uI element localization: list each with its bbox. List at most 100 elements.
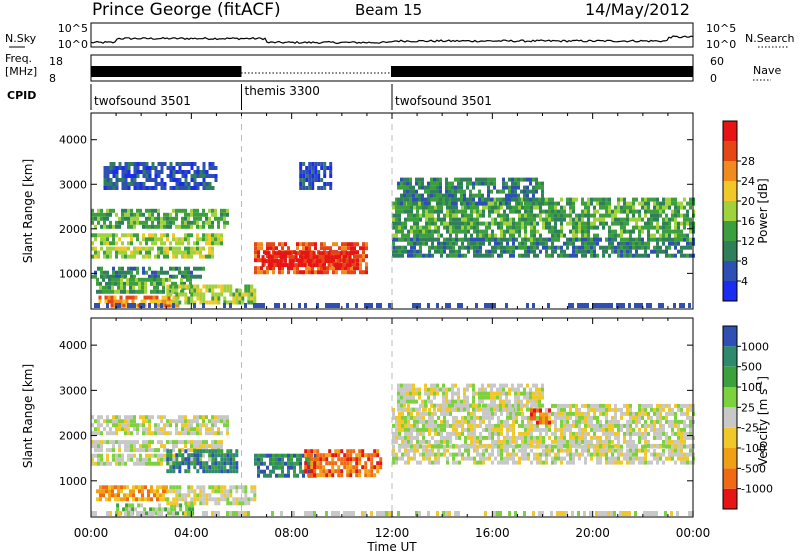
- freq-band-1: [91, 66, 242, 77]
- cpid-segments: twofsound 3501 themis 3300 twofsound 3501: [90, 84, 492, 110]
- velocity-ground-scatter: [91, 511, 694, 516]
- velocity-colorbar-label-end: ]: [756, 376, 770, 381]
- velocity-colorbar-swatch-5: [723, 387, 737, 408]
- power-colorbar-swatch-5: [723, 181, 737, 201]
- velocity-ytick-2: 3000: [59, 384, 87, 397]
- cpid-segment-label-2: twofsound 3501: [395, 94, 492, 108]
- velocity-colorbar-tick-6: 500: [741, 361, 762, 374]
- velocity-echo-region-4: [96, 485, 168, 502]
- power-colorbar-swatch-4: [723, 201, 737, 221]
- power-colorbar-tick-6: 28: [741, 155, 755, 168]
- power-ytick-3: 4000: [59, 134, 87, 147]
- beam-title: Beam 15: [355, 1, 422, 19]
- velocity-colorbar-swatch-1: [723, 468, 737, 489]
- velocity-axes: 1000 2000 3000 4000: [59, 318, 694, 517]
- velocity-colorbar-tick-2: -100: [741, 442, 766, 455]
- power-heatmap: [91, 162, 695, 308]
- nave-tick-bottom: 0: [710, 72, 717, 85]
- velocity-colorbar-tick-7: 1000: [741, 340, 769, 353]
- velocity-colorbar-swatch-0: [723, 488, 737, 509]
- power-echo-region-2: [91, 246, 214, 259]
- cpid-label: CPID: [7, 89, 36, 102]
- velocity-echo-region-3: [166, 449, 239, 474]
- power-colorbar-tick-0: 4: [741, 275, 748, 288]
- cpid-segment-label-1: themis 3300: [245, 84, 320, 98]
- freq-label-1: Freq.: [5, 52, 32, 65]
- velocity-colorbar-swatch-4: [723, 407, 737, 428]
- nsearch-label: N.Search: [745, 32, 795, 45]
- nsky-tick-bottom: 10^0: [58, 38, 88, 51]
- velocity-colorbar-label: Velocity [m s-1]: [755, 376, 770, 466]
- power-colorbar-swatch-7: [723, 141, 737, 161]
- x-tick-label-1: 04:00: [174, 526, 209, 540]
- velocity-colorbar-swatch-6: [723, 366, 737, 387]
- power-colorbar-swatch-0: [723, 281, 737, 301]
- velocity-ytick-0: 1000: [59, 475, 87, 488]
- nsky-trace: [90, 35, 694, 45]
- x-tick-label-3: 12:00: [375, 526, 410, 540]
- power-echo-region-1: [91, 233, 223, 246]
- power-colorbar-swatch-1: [723, 261, 737, 281]
- power-colorbar-swatch-2: [723, 241, 737, 261]
- velocity-colorbar-swatch-3: [723, 427, 737, 448]
- velocity-heatmap: [91, 383, 695, 516]
- nsearch-tick-top: 10^5: [706, 22, 736, 35]
- freq-label-2: [MHz]: [5, 65, 37, 78]
- nsky-tick-top: 10^5: [58, 22, 88, 35]
- nsearch-tick-bottom: 10^0: [706, 38, 736, 51]
- x-axis-label: Time UT: [366, 540, 417, 554]
- power-panel-frame: [90, 112, 694, 310]
- velocity-colorbar-tick-4: 25: [741, 401, 755, 414]
- nsky-strip-frame: [90, 22, 694, 48]
- x-tick-label-4: 16:00: [475, 526, 510, 540]
- power-echo-region-0: [91, 208, 229, 229]
- power-ytick-0: 1000: [59, 267, 87, 280]
- power-colorbar-tick-5: 24: [741, 175, 755, 188]
- power-ylabel: Slant Range [km]: [21, 159, 35, 263]
- nave-label: Nave: [753, 64, 781, 77]
- velocity-ylabel: Slant Range [km]: [21, 364, 35, 468]
- velocity-colorbar-tick-1: -500: [741, 462, 766, 475]
- velocity-echo-region-6: [166, 485, 257, 506]
- nave-tick-top: 60: [710, 55, 724, 68]
- nsky-label: N.Sky: [5, 32, 37, 45]
- velocity-ytick-3: 4000: [59, 339, 87, 352]
- freq-tick-top: 18: [49, 55, 63, 68]
- x-tick-label-5: 20:00: [575, 526, 610, 540]
- velocity-echo-region-0: [91, 415, 229, 436]
- power-echo-region-13: [103, 162, 218, 190]
- x-tick-label-6: 00:00: [676, 526, 711, 540]
- velocity-panel-frame: [90, 317, 694, 518]
- velocity-colorbar-swatch-8: [723, 326, 737, 347]
- power-colorbar-tick-1: 8: [741, 255, 748, 268]
- power-colorbar-swatch-8: [723, 121, 737, 141]
- velocity-colorbar-label-sup: -1: [755, 381, 764, 389]
- power-echo-region-10: [392, 237, 695, 258]
- velocity-ytick-1: 2000: [59, 430, 87, 443]
- station-title: Prince George (fitACF): [92, 0, 281, 20]
- power-colorbar-tick-2: 12: [741, 235, 755, 248]
- x-tick-label-2: 08:00: [274, 526, 309, 540]
- power-colorbar-tick-4: 20: [741, 195, 755, 208]
- power-colorbar-swatch-3: [723, 221, 737, 241]
- power-colorbar-tick-3: 16: [741, 215, 755, 228]
- power-echo-region-3: [91, 266, 205, 279]
- power-ytick-2: 3000: [59, 178, 87, 191]
- power-echo-region-12: [299, 162, 333, 190]
- power-colorbar-swatch-6: [723, 161, 737, 181]
- velocity-colorbar: -1000 -500 -100 -25 25 100 500 1000: [722, 325, 773, 510]
- power-ytick-1: 2000: [59, 223, 87, 236]
- velocity-colorbar-tick-5: 100: [741, 381, 762, 394]
- date-title: 14/May/2012: [585, 0, 690, 19]
- power-colorbar-label: Power [dB]: [756, 178, 770, 243]
- x-axis-ticks: 00:00 04:00 08:00 12:00 16:00 20:00 00:00: [74, 526, 711, 540]
- velocity-echo-region-8: [304, 449, 383, 478]
- velocity-echo-region-12: [530, 408, 551, 425]
- freq-tick-bottom: 8: [49, 72, 56, 85]
- velocity-colorbar-swatch-7: [723, 346, 737, 367]
- cpid-segment-label-0: twofsound 3501: [94, 94, 191, 108]
- velocity-colorbar-label-main: Velocity [m s: [756, 389, 770, 466]
- velocity-colorbar-tick-3: -25: [741, 422, 759, 435]
- power-echo-region-8: [261, 251, 355, 268]
